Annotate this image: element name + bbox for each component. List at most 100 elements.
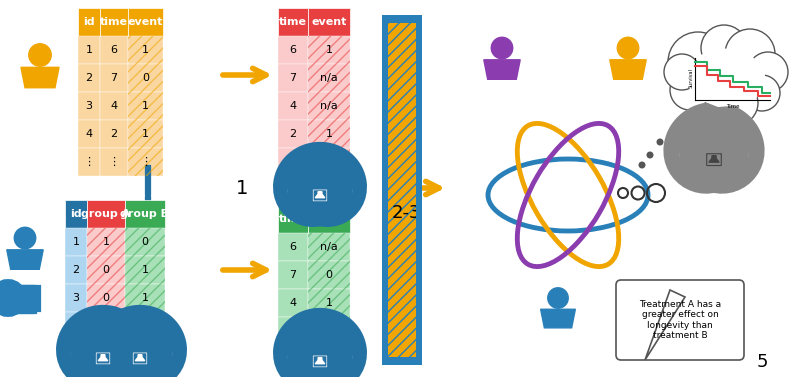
Bar [87, 284, 125, 312]
Bar [100, 64, 128, 92]
Bar [100, 92, 128, 120]
Bar [278, 92, 308, 120]
Text: Survival: Survival [689, 68, 694, 88]
Text: 3: 3 [73, 293, 79, 303]
Text: 1: 1 [142, 45, 149, 55]
Text: event: event [311, 214, 346, 224]
Bar [65, 256, 87, 284]
Text: 1: 1 [326, 298, 333, 308]
Circle shape [701, 25, 747, 71]
Bar [308, 205, 350, 233]
Circle shape [618, 37, 638, 59]
Text: 7: 7 [290, 73, 297, 83]
Text: 0: 0 [142, 73, 149, 83]
Bar [125, 200, 165, 228]
Text: 0: 0 [102, 265, 110, 275]
Polygon shape [98, 355, 108, 361]
Bar [125, 312, 165, 340]
Bar [278, 205, 308, 233]
FancyBboxPatch shape [706, 154, 722, 166]
Text: 1: 1 [142, 265, 149, 275]
FancyBboxPatch shape [314, 190, 326, 201]
Text: n/a: n/a [320, 101, 338, 111]
Bar [382, 357, 422, 365]
Circle shape [664, 54, 700, 90]
Bar [87, 284, 125, 312]
Bar [278, 36, 308, 64]
Text: 0: 0 [326, 270, 333, 280]
Bar [78, 64, 100, 92]
Text: 2: 2 [86, 73, 93, 83]
Bar [308, 345, 350, 373]
Polygon shape [683, 48, 765, 107]
Bar [125, 284, 165, 312]
Bar [100, 36, 128, 64]
Text: 1: 1 [86, 45, 93, 55]
Text: 6: 6 [110, 45, 118, 55]
Circle shape [668, 32, 728, 92]
Bar [87, 312, 125, 340]
Bar [128, 8, 163, 36]
Bar [308, 120, 350, 148]
Bar [278, 233, 308, 261]
Bar [128, 36, 163, 64]
Bar [382, 15, 422, 23]
Circle shape [714, 81, 758, 125]
Polygon shape [6, 250, 43, 269]
Bar [87, 228, 125, 256]
Text: 4: 4 [86, 129, 93, 139]
Bar [125, 256, 165, 284]
Bar [308, 148, 350, 176]
Text: 3: 3 [86, 101, 93, 111]
Bar [78, 148, 100, 176]
Text: time: time [100, 17, 128, 27]
Bar [308, 8, 350, 36]
Bar [308, 345, 350, 373]
Bar [128, 92, 163, 120]
Bar [65, 312, 87, 340]
Bar [308, 64, 350, 92]
Text: 0: 0 [142, 321, 149, 331]
Text: ⋮: ⋮ [323, 354, 334, 364]
FancyBboxPatch shape [134, 353, 146, 364]
Circle shape [670, 70, 710, 110]
Bar [87, 312, 125, 340]
Bar [308, 92, 350, 120]
Bar [388, 15, 416, 363]
Text: 1: 1 [73, 237, 79, 247]
Text: 4: 4 [290, 298, 297, 308]
Bar [308, 92, 350, 120]
Bar [308, 317, 350, 345]
Text: ⋮: ⋮ [109, 157, 119, 167]
FancyBboxPatch shape [96, 353, 110, 364]
Text: 2: 2 [290, 326, 297, 336]
Text: 2: 2 [290, 129, 297, 139]
Bar [125, 340, 165, 368]
Bar [278, 64, 308, 92]
Bar [65, 228, 87, 256]
Text: 1: 1 [142, 101, 149, 111]
Polygon shape [541, 309, 575, 328]
Bar [128, 64, 163, 92]
Bar [125, 340, 165, 368]
Circle shape [548, 288, 568, 308]
Text: Treatment A has a
greater effect on
longevity than
treatment B: Treatment A has a greater effect on long… [639, 300, 721, 340]
Bar [100, 148, 128, 176]
Text: Time: Time [726, 104, 740, 109]
Polygon shape [709, 156, 719, 162]
Bar [78, 36, 100, 64]
Circle shape [14, 227, 36, 249]
Bar [278, 289, 308, 317]
Bar [308, 233, 350, 261]
Bar [100, 8, 128, 36]
Text: ⋮: ⋮ [287, 157, 298, 167]
Text: 2: 2 [110, 129, 118, 139]
Bar [416, 15, 422, 363]
Polygon shape [484, 60, 520, 79]
Bar [308, 233, 350, 261]
Bar [128, 36, 163, 64]
Text: group B: group B [121, 209, 170, 219]
Bar [78, 8, 100, 36]
Bar [87, 340, 125, 368]
Text: 1: 1 [326, 129, 333, 139]
